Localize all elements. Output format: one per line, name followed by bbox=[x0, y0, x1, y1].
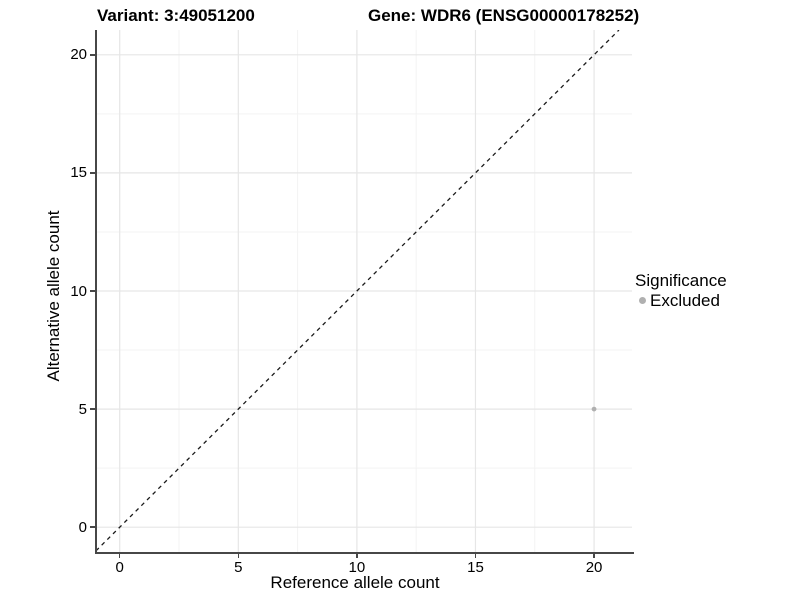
x-tick-mark bbox=[593, 553, 595, 558]
x-tick-label: 0 bbox=[115, 559, 124, 576]
y-tick-mark bbox=[90, 172, 95, 174]
x-tick-mark bbox=[237, 553, 240, 558]
data-point bbox=[591, 406, 597, 412]
y-tick-mark bbox=[90, 290, 95, 292]
y-tick-mark bbox=[90, 526, 95, 528]
legend-item-excluded: Excluded bbox=[635, 291, 727, 310]
x-tick-label: 20 bbox=[585, 559, 603, 576]
y-tick-label: 5 bbox=[78, 400, 87, 418]
x-tick-mark bbox=[356, 553, 358, 558]
x-tick-mark bbox=[118, 553, 121, 558]
legend-item-label: Excluded bbox=[650, 291, 720, 310]
y-tick-mark bbox=[90, 54, 95, 56]
x-tick-label: 10 bbox=[348, 559, 366, 576]
y-tick-mark bbox=[90, 408, 95, 410]
legend-title: Significance bbox=[635, 271, 727, 290]
plot-panel bbox=[95, 29, 632, 552]
x-tick-label: 5 bbox=[234, 559, 243, 576]
legend: Significance Excluded bbox=[635, 271, 727, 310]
legend-key-dot-icon bbox=[639, 297, 646, 304]
x-tick-label: 15 bbox=[467, 559, 484, 576]
y-tick-label: 20 bbox=[70, 46, 87, 64]
y-axis-line bbox=[94, 30, 97, 554]
y-tick-label: 15 bbox=[70, 164, 87, 182]
y-tick-label: 0 bbox=[78, 518, 87, 536]
y-tick-label: 10 bbox=[70, 282, 87, 300]
plot-canvas bbox=[95, 29, 632, 552]
x-axis-title: Reference allele count bbox=[270, 573, 440, 592]
x-axis-line bbox=[94, 552, 634, 554]
identity-reference-line bbox=[95, 29, 620, 552]
plot-title-variant: Variant: 3:49051200 bbox=[97, 6, 255, 25]
plot-title-gene: Gene: WDR6 (ENSG00000178252) bbox=[368, 6, 640, 25]
x-tick-mark bbox=[474, 553, 477, 558]
